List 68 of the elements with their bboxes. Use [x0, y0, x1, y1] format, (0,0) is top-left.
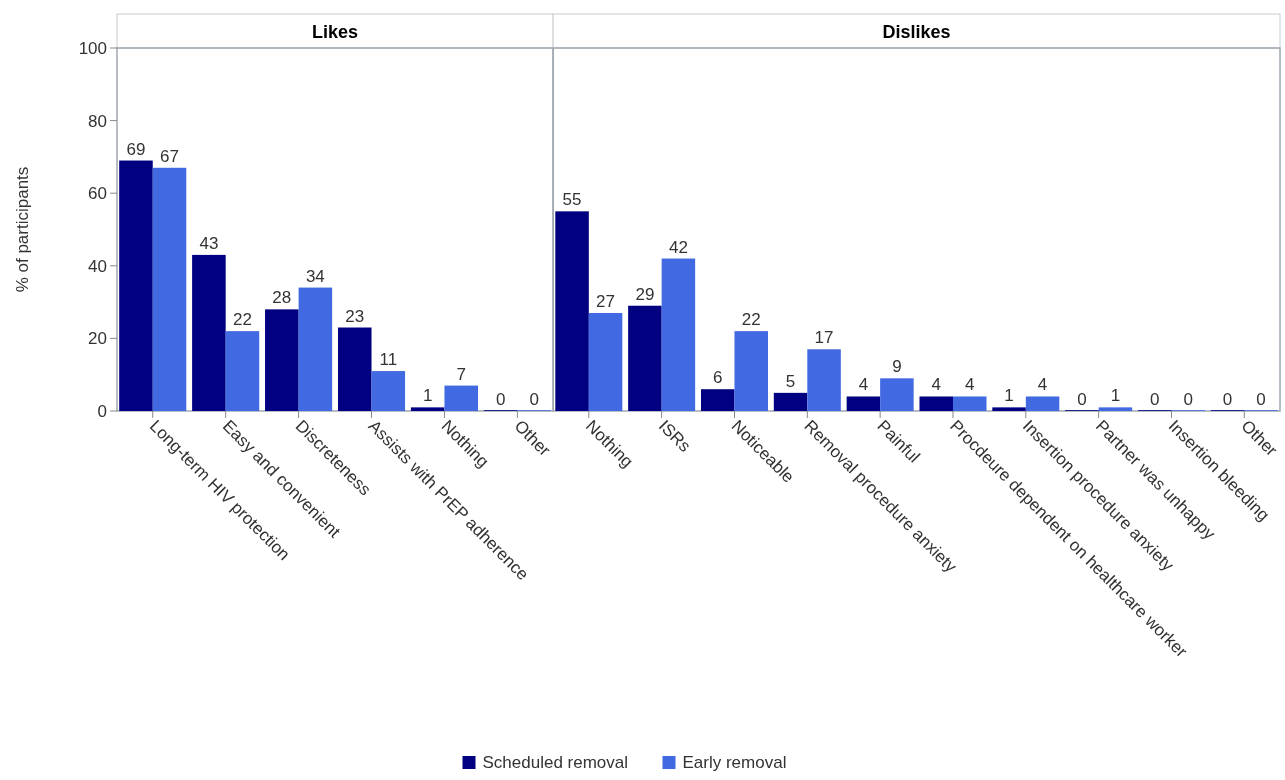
bar: [298, 287, 333, 411]
bar: [192, 254, 226, 411]
data-label: 4: [858, 375, 869, 395]
data-label: 1: [1004, 386, 1014, 406]
data-label: 67: [160, 146, 179, 166]
bar: [371, 371, 406, 411]
data-label: 23: [345, 306, 365, 326]
data-label: 55: [562, 190, 582, 210]
data-label: 6: [712, 368, 723, 388]
bar: [773, 392, 808, 411]
data-label: 17: [814, 328, 834, 348]
y-axis-title: % of participants: [13, 166, 32, 293]
data-label: 11: [379, 350, 398, 370]
y-tick-label: 100: [78, 39, 107, 58]
data-label: 0: [1222, 390, 1233, 409]
bar: [555, 211, 589, 411]
bar: [734, 331, 768, 411]
y-tick-label: 20: [88, 329, 107, 349]
bar: [119, 160, 153, 411]
chart-title: Dislikes: [882, 22, 951, 42]
bar: [700, 389, 735, 411]
bar: [410, 407, 445, 411]
bar: [628, 305, 662, 411]
data-label: 4: [931, 375, 941, 395]
y-tick-label: 80: [88, 111, 107, 131]
data-label: 42: [668, 237, 688, 257]
data-label: 0: [495, 390, 506, 409]
data-label: 1: [1110, 386, 1121, 406]
bar: [661, 258, 696, 411]
legend-label: Early removal: [682, 753, 787, 772]
legend-label: Scheduled removal: [482, 753, 629, 772]
data-label: 4: [965, 375, 975, 395]
data-label: 0: [1149, 390, 1160, 409]
data-label: 0: [1183, 390, 1193, 409]
bar: [1098, 407, 1133, 411]
data-label: 22: [232, 310, 252, 330]
y-tick-label: 60: [88, 184, 107, 204]
data-label: 7: [456, 364, 466, 384]
bar: [588, 312, 623, 411]
data-label: 9: [892, 357, 902, 377]
data-label: 1: [422, 386, 433, 406]
data-label: 34: [305, 266, 325, 286]
bar: [152, 167, 187, 411]
bar: [919, 396, 953, 411]
data-label: 29: [635, 284, 655, 304]
data-label: 0: [1077, 390, 1087, 409]
bar: [444, 385, 479, 411]
bar: [952, 396, 987, 411]
data-label: 22: [741, 310, 761, 330]
y-tick-label: 40: [88, 256, 107, 276]
data-label: 28: [272, 288, 292, 308]
bar: [225, 331, 260, 411]
chart-title: Likes: [312, 22, 359, 42]
bar: [880, 378, 914, 411]
data-label: 0: [529, 390, 539, 409]
data-label: 27: [596, 291, 616, 311]
y-tick-label: 0: [97, 402, 107, 421]
data-label: 4: [1037, 375, 1048, 395]
data-label: 69: [126, 139, 146, 159]
bar: [846, 396, 881, 411]
data-label: 5: [785, 371, 796, 391]
bar: [265, 309, 299, 411]
bar: [337, 327, 372, 411]
data-label: 43: [199, 233, 219, 253]
bar: [992, 407, 1026, 411]
data-label: 0: [1256, 390, 1266, 409]
bar: [807, 349, 841, 411]
bar: [1025, 396, 1060, 411]
